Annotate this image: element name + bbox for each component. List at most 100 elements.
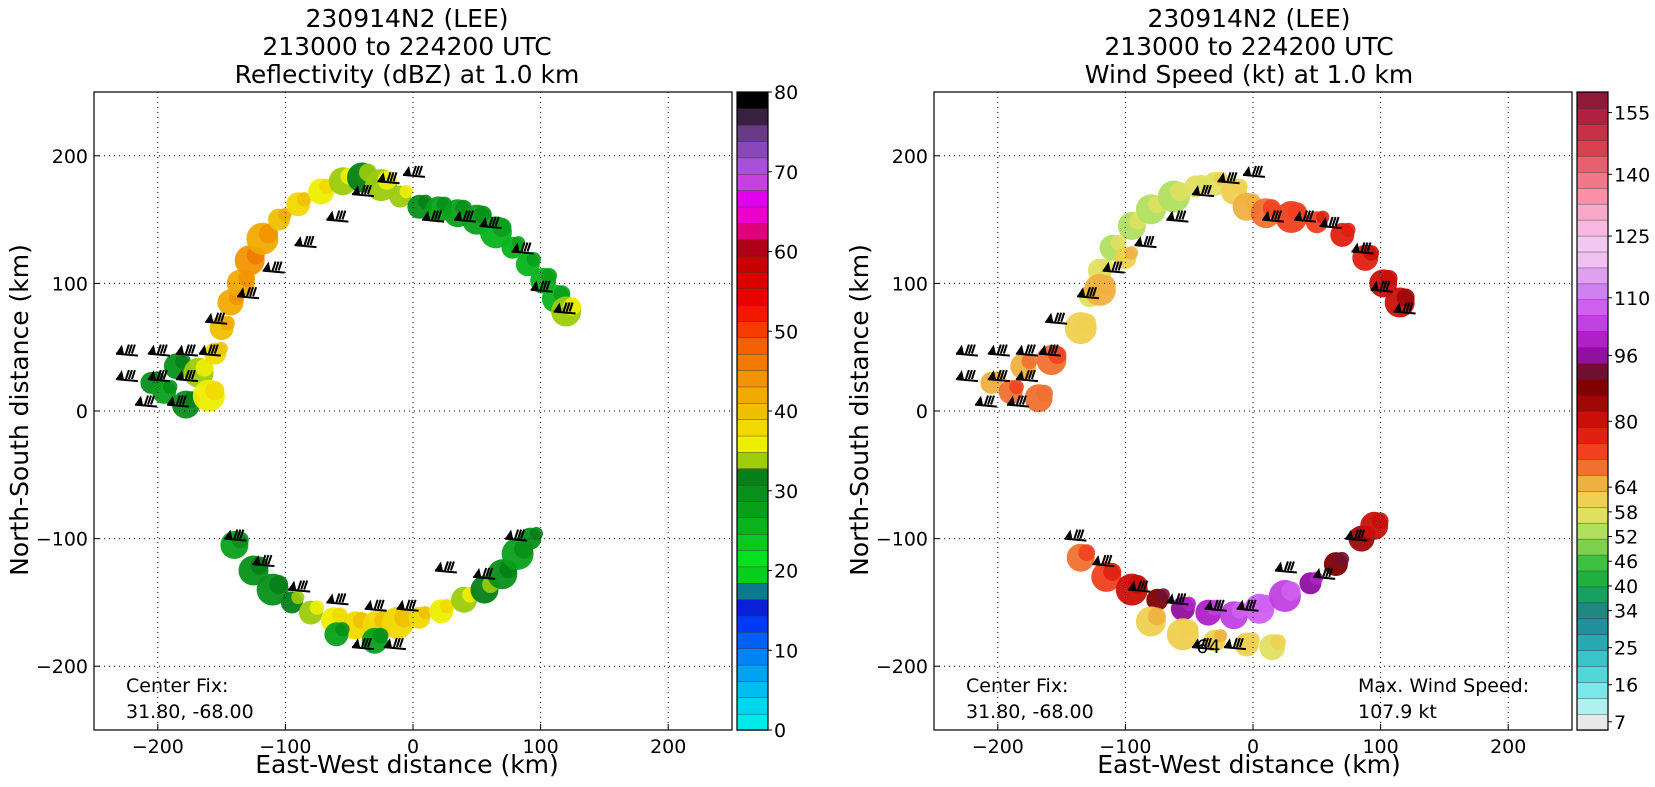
x-tick-label: 0 [1247, 736, 1259, 758]
y-tick-label: −100 [876, 529, 928, 551]
field-cell [1110, 234, 1127, 251]
wind-barb [479, 216, 502, 229]
field-cell [220, 315, 235, 331]
wind-barb [1393, 302, 1416, 315]
wind-barb [1128, 580, 1151, 593]
field-cell [372, 627, 389, 644]
field-cell [529, 527, 544, 541]
wind-barb [326, 210, 349, 223]
wind-barb [974, 395, 998, 408]
wind-barb [1191, 184, 1215, 198]
colorbar-tick-label: 64 [1614, 477, 1638, 499]
wind-barb [198, 344, 221, 357]
colorbar-tick-label: 60 [774, 242, 798, 264]
field-cell [1214, 629, 1228, 643]
colorbar-tick-label: 80 [774, 82, 798, 104]
wind-barb [1236, 599, 1259, 612]
wind-barb [364, 599, 387, 612]
wind-barb [294, 235, 317, 249]
field-cell [335, 622, 350, 637]
colorbar-segment [1576, 602, 1609, 620]
colorbar-segment [736, 713, 769, 731]
wind-barb [1293, 210, 1317, 223]
field-cell [1231, 601, 1249, 619]
reflectivity-center-fix-value: 31.80, -68.00 [126, 701, 254, 723]
wind-barb [147, 369, 170, 383]
colorbar-frame [1576, 91, 1609, 731]
colorbar-segment [736, 288, 769, 306]
colorbar-segment [1576, 442, 1609, 460]
wind-barb [1015, 369, 1038, 383]
colorbar-segment [736, 549, 769, 568]
wind-barb [288, 580, 311, 593]
field-cell [394, 608, 414, 628]
colorbar-tick-label: 52 [1614, 527, 1638, 549]
wind-barb [402, 165, 426, 178]
colorbar-segment [1576, 91, 1609, 109]
wind-barb [505, 529, 528, 542]
wind-barb [1345, 529, 1368, 542]
colorbar-segment [1576, 410, 1609, 428]
wind-speed-x-axis-label: East-West distance (km) [1097, 750, 1401, 779]
colorbar-segment [1576, 697, 1609, 715]
field-cell [205, 381, 225, 401]
y-tick-label: −200 [876, 656, 928, 678]
field-cell [1396, 288, 1415, 307]
y-tick-label: 0 [916, 401, 928, 423]
colorbar-segment [1576, 331, 1609, 348]
field-cell [1179, 619, 1199, 639]
wind-barb [1102, 261, 1125, 274]
colorbar-tick-label: 96 [1614, 345, 1638, 367]
field-cell [399, 185, 413, 199]
wind-barb [237, 286, 260, 300]
colorbar-tick-label: 30 [774, 481, 798, 503]
wind-speed-title-line-1: 230914N2 (LEE) [1147, 4, 1350, 33]
reflectivity-panel: 230914N2 (LEE) 213000 to 224200 UTC Refl… [5, 4, 798, 779]
wind-barb [396, 599, 419, 612]
colorbar-segment [736, 500, 769, 519]
wind-barb [175, 369, 198, 383]
wind-barb [955, 344, 978, 357]
colorbar-segment [1576, 554, 1609, 572]
wind-speed-max-value: 107.9 kt [1358, 701, 1437, 723]
reflectivity-colorbar: 0 10 20 30 40 50 60 70 80 [736, 82, 798, 742]
wind-barb [1351, 242, 1374, 255]
data-field [980, 171, 1415, 661]
colorbar-segment [1576, 522, 1609, 540]
colorbar-segment [1576, 283, 1609, 301]
x-tick-label: 0 [407, 736, 419, 758]
wind-barb [147, 344, 170, 357]
colorbar-segment [1576, 347, 1609, 364]
colorbar-segment [1576, 107, 1609, 125]
field-cell [418, 606, 432, 620]
colorbar-segment [736, 189, 769, 208]
wind-barb [1166, 210, 1189, 223]
wind-barb [1370, 280, 1393, 293]
colorbar-segment [1576, 713, 1609, 731]
colorbar-segment [736, 451, 769, 469]
colorbar-tick-label: 155 [1614, 103, 1650, 125]
wind-barb [1077, 286, 1100, 300]
field-cell [1281, 581, 1301, 601]
field-cell [291, 590, 305, 605]
colorbar-tick-label: 125 [1614, 226, 1650, 248]
colorbar-tick-label: 20 [774, 561, 798, 583]
wind-barb [1217, 171, 1240, 185]
colorbar-segment [736, 271, 769, 290]
colorbar-segment [1576, 251, 1609, 269]
colorbar-segment [736, 173, 769, 191]
wind-barb [351, 184, 375, 198]
y-tick-label: 200 [52, 146, 88, 168]
field-cell [1036, 384, 1053, 402]
wind-barb [377, 171, 400, 185]
colorbar-segment [1576, 362, 1609, 380]
colorbar-tick-label: 7 [1614, 712, 1626, 734]
wind-barb [1204, 599, 1227, 612]
colorbar-segment [736, 598, 769, 617]
colorbar-tick-label: 140 [1614, 164, 1650, 186]
colorbar-tick-label: 58 [1614, 502, 1638, 524]
reflectivity-plot-area: −200 −100 0 100 200 −200 −100 0 100 200 [36, 91, 733, 758]
colorbar-segment [1576, 506, 1609, 524]
contour-label-64: 64 [1196, 636, 1220, 658]
reflectivity-title-line-2: 213000 to 224200 UTC [262, 32, 551, 61]
